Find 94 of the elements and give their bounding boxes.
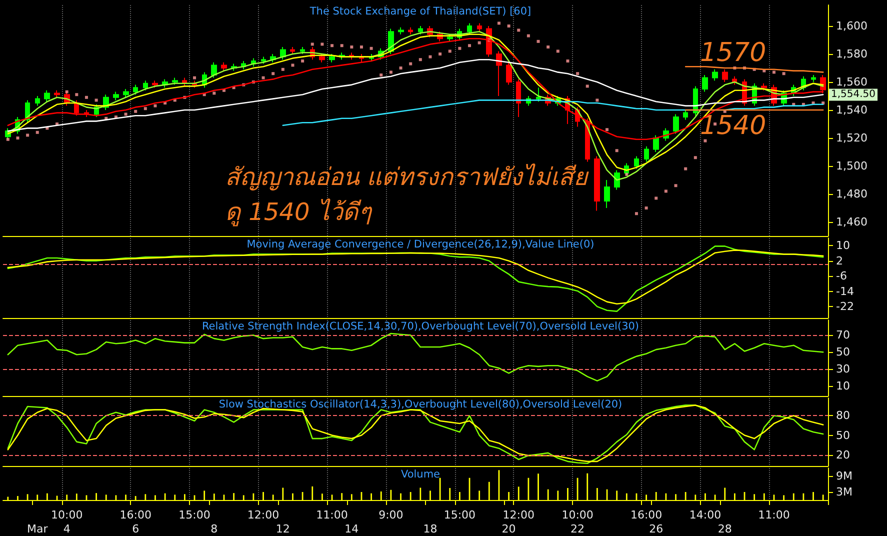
candlestick	[644, 146, 649, 162]
candlestick	[152, 80, 158, 88]
candlestick	[516, 78, 521, 118]
candlestick	[702, 74, 708, 92]
candlestick	[467, 22, 472, 35]
candlestick	[44, 90, 50, 102]
y-tick-label: 1,560	[836, 76, 868, 88]
chart-title: Slow Stochastics Oscillator(14,3,3),Overbought Level(80),Oversold Level(20)	[218, 398, 622, 410]
x-tick-label: 16:00	[630, 508, 662, 522]
candlestick	[172, 77, 178, 86]
y-tick-label: 1,460	[836, 216, 868, 228]
candlestick	[74, 100, 79, 116]
candlestick	[133, 84, 138, 96]
candlestick	[634, 156, 639, 170]
y-tick-label: 9M	[836, 470, 852, 482]
candlestick	[54, 90, 60, 98]
y-tick-label: 20	[836, 448, 850, 462]
chart-title: Volume	[400, 468, 440, 480]
candlestick	[319, 54, 325, 63]
x-tick-label: 12:00	[502, 508, 534, 522]
y-tick-label: 1,520	[836, 132, 868, 144]
x-tick-label: 11:00	[316, 508, 348, 522]
x-tick-label: 8	[210, 522, 218, 536]
x-tick-label: 12:00	[247, 508, 280, 522]
candlestick	[761, 82, 767, 91]
y-tick-label: 1,480	[836, 188, 868, 200]
annotation: สัญญาณอ่อน แต่ทรงกราฟยังไม่เสีย	[225, 163, 590, 191]
candlestick	[693, 86, 698, 116]
y-tick-label: -6	[836, 270, 847, 283]
chart-title: The Stock Exchange of Thailand(SET) [60]	[308, 6, 532, 18]
candlestick	[653, 134, 659, 152]
x-tick-label: 12	[276, 522, 290, 536]
x-tick-label: 11:00	[758, 508, 790, 522]
candlestick	[418, 26, 423, 35]
x-tick-label: 15:00	[178, 508, 210, 522]
candlestick	[113, 91, 119, 101]
x-tick-label: Mar	[26, 522, 48, 536]
annotation: 1570	[700, 38, 766, 68]
candlestick	[594, 156, 600, 212]
text: 1,554.50	[831, 89, 876, 100]
candlestick	[123, 88, 129, 98]
chart-title: Relative Strength Index(CLOSE,14,30,70),Overbought Level(70),Oversold Level(30)	[202, 320, 640, 332]
y-tick-label: 50	[836, 346, 850, 359]
line-series	[7, 250, 824, 305]
y-tick-label: 1,600	[836, 20, 868, 32]
candlestick	[398, 26, 404, 35]
candlestick	[506, 62, 512, 86]
y-tick-label: -22	[836, 300, 854, 314]
candlestick	[300, 46, 305, 54]
y-tick-label: 1,580	[836, 48, 868, 60]
x-tick-label: 10:00 22	[562, 508, 594, 536]
line-series	[7, 332, 824, 382]
candlestick	[673, 114, 679, 134]
chart-title: Moving Average Convergence / Divergence(26,12,9),Value Line(0)	[246, 238, 594, 250]
candlestick	[261, 56, 266, 64]
y-tick-label: 1,540	[836, 104, 868, 116]
candlestick	[536, 87, 541, 102]
candlestick	[477, 22, 482, 32]
candlestick	[732, 76, 737, 86]
y-tick-label: 2	[836, 254, 843, 268]
y-tick-label: 1,500	[836, 160, 868, 172]
annotation: 1540	[700, 111, 766, 141]
candlestick	[496, 50, 502, 96]
x-tick-label: 10:00 4	[50, 508, 83, 536]
candlestick	[35, 96, 40, 106]
x-tick-label: 28	[718, 522, 732, 536]
y-tick-label: 30	[836, 362, 850, 376]
y-tick-label: 80	[836, 409, 850, 422]
candlestick	[329, 54, 335, 63]
y-tick-label: 10	[836, 239, 850, 252]
x-tick-label: 16:00 6	[120, 508, 152, 536]
x-tick-label: 20	[502, 522, 516, 536]
x-tick-label: 26	[649, 522, 664, 536]
candlestick	[408, 26, 413, 35]
y-tick-label: 10	[836, 379, 850, 392]
y-tick-label: 70	[836, 328, 850, 342]
candlestick	[221, 62, 227, 72]
y-tick-label: 50	[836, 428, 850, 442]
annotation: ดู 1540 ไว้ดีๆ	[225, 198, 372, 227]
candlestick	[683, 110, 688, 120]
x-tick-label: 14	[344, 522, 359, 536]
y-tick-label: -14	[836, 284, 854, 298]
candlestick	[604, 180, 610, 208]
candlestick	[143, 80, 148, 91]
y-tick-label: 3M	[836, 486, 852, 498]
candlestick	[211, 62, 217, 78]
x-tick-label: 15:00	[444, 508, 476, 522]
x-tick-label: 9:00	[378, 508, 404, 522]
candlestick	[290, 46, 295, 54]
candlestick	[722, 68, 728, 82]
x-tick-label: 18	[423, 522, 438, 536]
candlestick	[811, 74, 816, 82]
x-tick-label: 14:00	[689, 508, 722, 522]
candlestick	[712, 68, 718, 82]
